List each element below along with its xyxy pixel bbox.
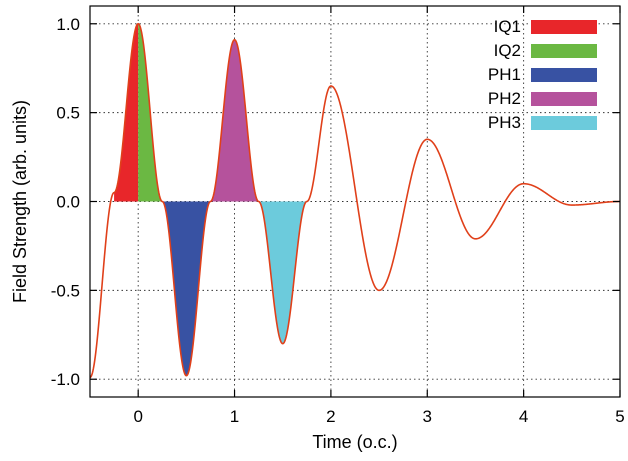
legend-label-ph1: PH1: [488, 65, 521, 84]
legend-swatch-ph1: [531, 68, 597, 82]
legend-swatch-ph3: [531, 116, 597, 130]
legend-label-iq2: IQ2: [494, 41, 521, 60]
tick-layer: 0 1 2 3 4 5 1.0 0.5 0.0 -0.5 -1.0: [51, 6, 625, 426]
y-tick-label: -1.0: [51, 370, 80, 389]
legend: IQ1 IQ2 PH1 PH2 PH3: [488, 17, 597, 132]
x-tick-label: 0: [133, 407, 142, 426]
legend-label-iq1: IQ1: [494, 17, 521, 36]
legend-label-ph2: PH2: [488, 89, 521, 108]
field-curve-line: [89, 22, 620, 379]
y-axis-label: Field Strength (arb. units): [10, 100, 30, 303]
x-tick-label: 5: [615, 407, 624, 426]
y-tick-label: 0.5: [56, 104, 80, 123]
y-tick-label: 1.0: [56, 15, 80, 34]
pulse-area-ph2: [210, 39, 259, 202]
legend-swatch-ph2: [531, 92, 597, 106]
x-axis-label: Time (o.c.): [312, 432, 397, 452]
x-tick-label: 3: [423, 407, 432, 426]
x-tick-label: 2: [326, 407, 335, 426]
x-tick-label: 4: [519, 407, 528, 426]
legend-swatch-iq1: [531, 20, 597, 34]
legend-swatch-iq2: [531, 44, 597, 58]
fill-layer: [114, 23, 307, 376]
y-tick-label: -0.5: [51, 281, 80, 300]
pulse-area-ph1: [162, 201, 211, 376]
legend-label-ph3: PH3: [488, 113, 521, 132]
y-tick-label: 0.0: [56, 193, 80, 212]
pulse-area-ph3: [258, 201, 307, 344]
x-tick-label: 1: [230, 407, 239, 426]
